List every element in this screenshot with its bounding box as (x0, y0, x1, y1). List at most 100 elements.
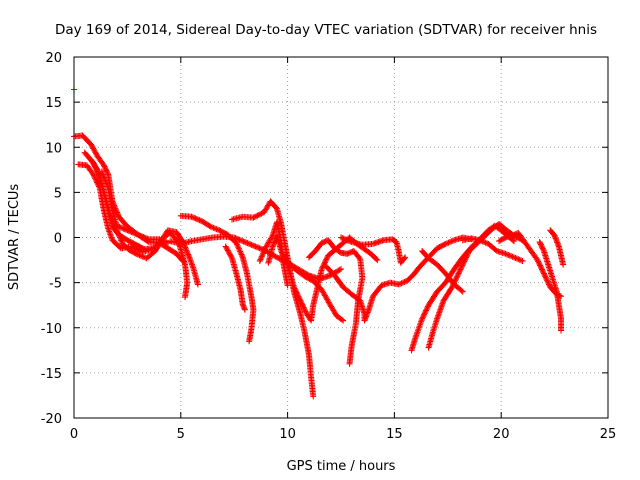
data-point (545, 280, 552, 287)
data-point (299, 301, 306, 308)
data-point (93, 165, 100, 172)
data-point (225, 248, 232, 255)
data-point (162, 238, 169, 245)
data-point (116, 234, 123, 241)
data-point (446, 239, 453, 246)
data-point (346, 360, 353, 367)
data-point (462, 255, 469, 262)
data-point (139, 233, 146, 240)
data-point (497, 237, 504, 244)
data-point (193, 215, 200, 222)
data-point (163, 239, 170, 246)
data-point (505, 251, 512, 258)
data-point (117, 235, 124, 242)
data-point (236, 247, 243, 254)
data-point (544, 277, 551, 284)
data-point (496, 238, 503, 245)
data-point (461, 258, 468, 265)
data-point (445, 239, 452, 246)
data-point (133, 251, 140, 258)
data-point (91, 148, 98, 155)
data-point (257, 245, 264, 252)
data-point (127, 228, 134, 235)
data-point (301, 307, 308, 314)
data-point (458, 263, 465, 270)
data-point (323, 255, 330, 262)
data-point (120, 225, 127, 232)
data-point (257, 256, 264, 263)
data-point (340, 235, 347, 242)
data-point (114, 209, 121, 216)
data-point (256, 245, 263, 252)
data-point (540, 246, 547, 253)
data-point (90, 172, 97, 179)
data-point (143, 235, 150, 242)
data-point (424, 303, 431, 310)
data-point (460, 259, 467, 266)
data-point (423, 307, 430, 314)
data-point (402, 254, 409, 261)
data-point (90, 171, 97, 178)
data-point (237, 248, 244, 255)
series-trace-20 (459, 235, 526, 264)
data-point (444, 240, 451, 247)
data-point (255, 244, 262, 251)
data-point (160, 238, 167, 245)
data-point (423, 306, 430, 313)
data-point (102, 166, 109, 173)
data-point (513, 255, 520, 262)
data-point (482, 239, 489, 246)
data-point (534, 257, 541, 264)
data-point (455, 270, 462, 277)
data-point (206, 222, 213, 229)
data-point (140, 234, 147, 241)
data-point (144, 235, 151, 242)
plot-frame (73, 56, 609, 419)
data-point (252, 243, 259, 250)
data-point (344, 237, 351, 244)
data-point (115, 223, 122, 230)
data-point (207, 223, 214, 230)
data-point (185, 251, 192, 258)
data-point (191, 214, 198, 221)
data-point (298, 299, 305, 306)
data-point (91, 174, 98, 181)
data-point (295, 293, 302, 300)
data-point (123, 226, 130, 233)
data-point (441, 241, 448, 248)
data-point (251, 213, 258, 220)
data-point (321, 259, 328, 266)
data-point (538, 266, 545, 273)
data-point (235, 245, 242, 252)
data-point (453, 274, 460, 281)
data-point (115, 231, 122, 238)
data-point (509, 253, 516, 260)
data-point (132, 230, 139, 237)
data-point (401, 255, 408, 262)
data-point (479, 238, 486, 245)
data-point (452, 277, 459, 284)
data-point (101, 163, 108, 170)
series-trace-22 (536, 239, 565, 334)
data-point (395, 281, 402, 288)
data-point (401, 279, 408, 286)
data-point (340, 317, 347, 324)
data-point (301, 305, 308, 312)
data-point (261, 247, 268, 254)
data-point (133, 231, 140, 238)
data-point (116, 233, 123, 240)
data-point (323, 256, 330, 263)
data-point (539, 267, 546, 274)
data-point (192, 215, 199, 222)
data-point (100, 162, 107, 169)
data-point (281, 254, 288, 261)
data-point (117, 224, 124, 231)
data-point (121, 226, 128, 233)
data-point (125, 227, 132, 234)
y-tick-label: 5 (54, 186, 62, 201)
data-point (253, 213, 260, 220)
data-point (223, 244, 230, 251)
data-point (241, 239, 248, 246)
data-point (336, 266, 343, 273)
data-point (259, 252, 266, 259)
